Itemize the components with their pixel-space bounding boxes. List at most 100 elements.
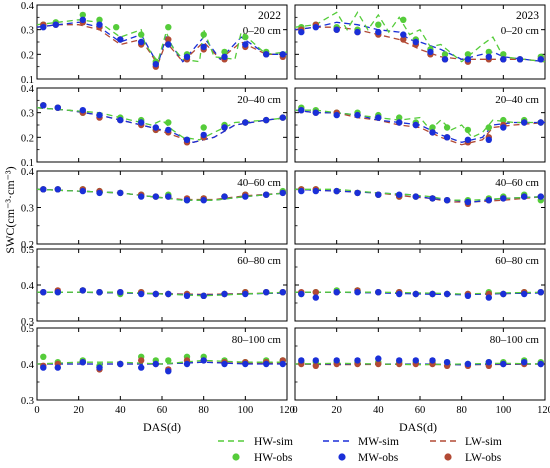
panel-6: 40–60 cm <box>294 170 546 245</box>
mw-obs-point <box>427 48 434 56</box>
mw-obs-point <box>52 21 59 28</box>
mw-obs-point <box>375 28 382 36</box>
panel-8: 60–80 cm <box>294 248 546 322</box>
legend-lw-sim: LW-sim <box>430 436 502 448</box>
mw-obs-point <box>54 289 61 296</box>
y-tick-label: 0.3 <box>21 396 34 407</box>
mw-obs-point <box>500 195 507 202</box>
hw-obs-point <box>500 116 507 124</box>
mw-obs-point <box>183 292 191 299</box>
mw-obs-point <box>537 119 544 126</box>
mw-obs-point <box>165 193 172 200</box>
mw-obs-point <box>40 364 47 371</box>
panel-10: 0 20 40 60 80 100 120 80–100 cm <box>292 327 550 416</box>
hw-obs-point <box>200 31 207 38</box>
mw-obs-point <box>79 107 87 114</box>
x-axis-label-right: DAS(d) <box>399 420 437 434</box>
mw-obs-point <box>96 21 103 28</box>
mw-obs-point <box>298 187 305 195</box>
y-tick-label: 0.5 <box>21 245 34 256</box>
panel-2: 2023 0–20 cm <box>294 4 546 80</box>
mw-obs-point <box>500 56 507 63</box>
mw-obs-point <box>279 51 286 58</box>
mw-obs-point <box>200 292 207 299</box>
mw-obs-point <box>400 31 407 38</box>
mw-sim-line <box>36 107 288 143</box>
mw-obs-point <box>152 60 159 68</box>
mw-obs-point <box>412 38 419 46</box>
mw-obs-point <box>165 126 172 134</box>
panel-3: 0.1 0.2 0.3 0.4 20–40 cm <box>21 84 288 169</box>
panel-depth-label: 20–40 cm <box>495 94 539 106</box>
lw-obs-point <box>138 357 145 364</box>
hw-obs-point <box>138 31 145 38</box>
mw-obs-point <box>54 186 61 193</box>
mw-obs-point <box>537 360 544 368</box>
mw-obs-point <box>312 109 319 116</box>
hw-obs-point <box>441 51 449 58</box>
mw-obs-point <box>333 26 340 33</box>
mw-obs-point <box>429 357 436 364</box>
mw-obs-point <box>165 290 172 298</box>
mw-obs-point <box>96 111 103 119</box>
panel-depth-label: 20–40 cm <box>237 94 281 106</box>
mw-obs-point <box>412 357 419 364</box>
legend-lw-obs-marker <box>444 453 452 461</box>
mw-obs-point <box>263 51 270 58</box>
panel-5: 0.2 0.3 0.4 40–60 cm <box>21 167 288 251</box>
lw-obs-point <box>165 36 172 43</box>
hw-obs-point <box>485 48 492 56</box>
x-tick-label: 120 <box>537 405 550 416</box>
mw-obs-point <box>242 193 249 200</box>
y-tick-label: 0.2 <box>21 133 34 144</box>
panel-depth-label: 0–20 cm <box>243 25 282 37</box>
hw-sim-line <box>37 291 288 297</box>
mw-obs-point <box>279 114 286 121</box>
y-tick-label: 0.4 <box>21 281 35 292</box>
y-tick-label: 0.3 <box>21 109 34 120</box>
panel-1: 0.1 0.2 0.3 0.4 2022 0–20 cm <box>21 1 288 86</box>
mw-obs-point <box>200 43 207 51</box>
mw-obs-point <box>138 364 145 371</box>
hw-obs-point <box>396 114 403 121</box>
x-tick-label: 80 <box>198 405 209 416</box>
mw-obs-point <box>40 24 47 31</box>
legend-hw-obs: HW-obs <box>232 452 293 464</box>
panel-frame <box>294 248 546 322</box>
mw-obs-point <box>500 124 507 131</box>
panel-depth-label: 0–20 cm <box>501 25 540 37</box>
mw-obs-point <box>443 290 451 298</box>
mw-obs-point <box>443 359 451 366</box>
mw-obs-point <box>485 359 492 366</box>
mw-obs-point <box>183 360 191 368</box>
mw-obs-point <box>441 56 449 63</box>
mw-obs-point <box>537 289 544 296</box>
mw-obs-point <box>429 129 436 136</box>
legend-mw-sim-label: MW-sim <box>358 436 399 448</box>
hw-obs-point <box>464 51 472 58</box>
x-tick-label: 20 <box>331 405 342 416</box>
hw-obs-point <box>221 48 228 56</box>
mw-obs-point <box>279 189 286 197</box>
panel-year-label: 2023 <box>516 10 539 22</box>
y-axis-label: SWC(cm⁻³·cm⁻³) <box>3 166 17 253</box>
mw-obs-point <box>429 290 436 298</box>
mw-obs-point <box>152 290 159 298</box>
x-axis-label-left: DAS(d) <box>143 420 181 434</box>
mw-obs-point <box>279 360 286 368</box>
mw-obs-point <box>152 193 159 200</box>
legend-mw-sim: MW-sim <box>323 436 399 448</box>
mw-obs-point <box>375 191 382 198</box>
mw-obs-point <box>396 290 403 298</box>
x-tick-label: 40 <box>115 405 126 416</box>
mw-obs-point <box>79 359 87 366</box>
panel-depth-label: 40–60 cm <box>495 177 539 189</box>
mw-obs-point <box>412 290 419 298</box>
hw-obs-point <box>79 11 87 19</box>
mw-obs-point <box>79 16 87 23</box>
mw-obs-point <box>117 289 124 296</box>
mw-obs-point <box>183 136 191 143</box>
mw-obs-point <box>464 198 472 206</box>
mw-obs-point <box>333 187 340 195</box>
